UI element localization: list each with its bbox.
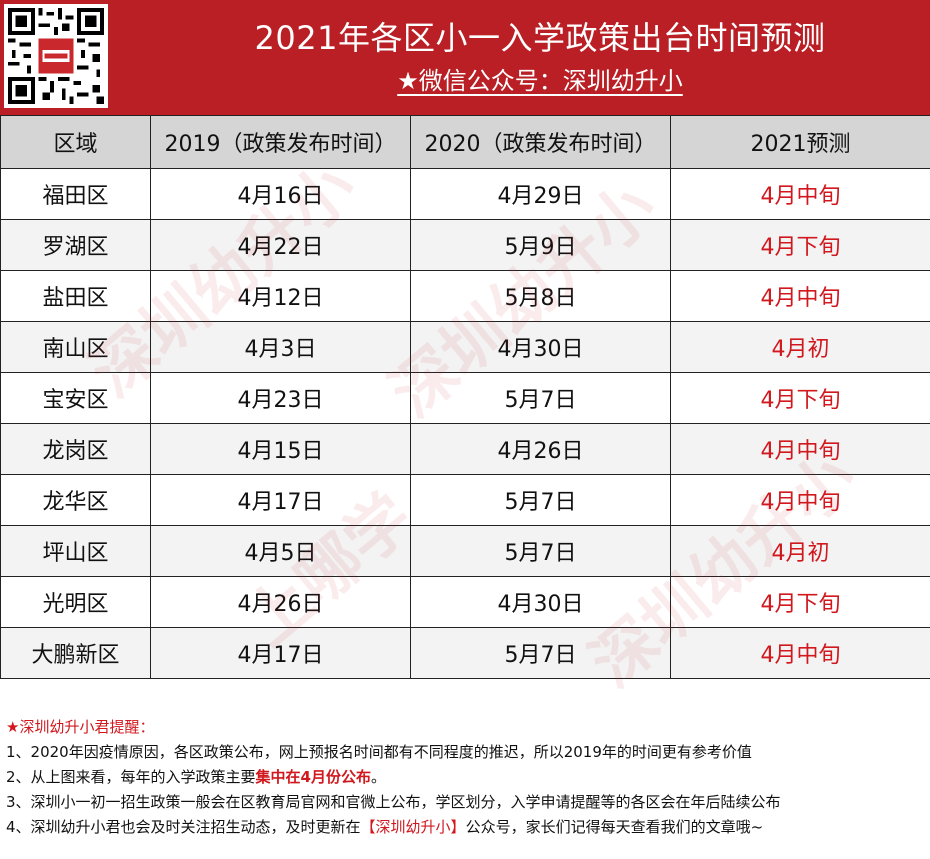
date-2019-cell: 4月17日 — [150, 627, 411, 679]
district-cell: 宝安区 — [0, 372, 151, 424]
date-2019-cell: 4月26日 — [150, 576, 411, 628]
note-line-4-highlight: 【深圳幼升小】 — [360, 818, 466, 836]
date-2019-cell: 4月22日 — [150, 219, 411, 271]
district-cell: 南山区 — [0, 321, 151, 373]
table-row: 罗湖区 4月22日 5月9日 4月下旬 — [0, 219, 930, 271]
note-line-4-text: 4、深圳幼升小君也会及时关注招生动态，及时更新在 — [6, 818, 361, 836]
note-line-1: 1、2020年因疫情原因，各区政策公布，网上预报名时间都有不同程度的推迟，所以2… — [6, 743, 752, 761]
notes-heading: ★深圳幼升小君提醒： — [6, 718, 155, 736]
district-cell: 福田区 — [0, 168, 151, 220]
prediction-2021-cell: 4月中旬 — [670, 474, 930, 526]
column-header-2019: 2019（政策发布时间） — [150, 115, 411, 169]
column-header-2020: 2020（政策发布时间） — [410, 115, 671, 169]
district-cell: 光明区 — [0, 576, 151, 628]
qr-code-icon — [8, 8, 104, 104]
note-line-3: 3、深圳小一初一招生政策一般会在区教育局官网和官微上公布，学区划分，入学申请提醒… — [6, 793, 781, 811]
date-2020-cell: 5月9日 — [410, 219, 671, 271]
table-row: 盐田区 4月12日 5月8日 4月中旬 — [0, 270, 930, 322]
district-cell: 龙岗区 — [0, 423, 151, 475]
note-line-2-highlight: 集中在4月份公布 — [255, 768, 371, 786]
reminder-notes: ★深圳幼升小君提醒： 1、2020年因疫情原因，各区政策公布，网上预报名时间都有… — [0, 715, 930, 840]
table-row: 福田区 4月16日 4月29日 4月中旬 — [0, 168, 930, 220]
table-row: 大鹏新区 4月17日 5月7日 4月中旬 — [0, 627, 930, 679]
date-2020-cell: 4月30日 — [410, 576, 671, 628]
date-2020-cell: 5月7日 — [410, 474, 671, 526]
district-cell: 坪山区 — [0, 525, 151, 577]
prediction-2021-cell: 4月初 — [670, 321, 930, 373]
prediction-2021-cell: 4月中旬 — [670, 168, 930, 220]
district-cell: 龙华区 — [0, 474, 151, 526]
date-2020-cell: 5月7日 — [410, 372, 671, 424]
note-line-2-end: 。 — [371, 768, 387, 786]
table-row: 南山区 4月3日 4月30日 4月初 — [0, 321, 930, 373]
qr-code — [4, 4, 108, 108]
column-header-district: 区域 — [0, 115, 151, 169]
prediction-2021-cell: 4月中旬 — [670, 270, 930, 322]
table-row: 坪山区 4月5日 5月7日 4月初 — [0, 525, 930, 577]
date-2020-cell: 4月26日 — [410, 423, 671, 475]
date-2019-cell: 4月15日 — [150, 423, 411, 475]
note-line-2: 2、从上图来看，每年的入学政策主要集中在4月份公布。 — [6, 765, 924, 790]
table-header-row: 区域 2019（政策发布时间） 2020（政策发布时间） 2021预测 — [0, 115, 930, 169]
prediction-2021-cell: 4月中旬 — [670, 423, 930, 475]
date-2020-cell: 5月7日 — [410, 525, 671, 577]
column-header-2021-prediction: 2021预测 — [670, 115, 930, 169]
note-line-4: 4、深圳幼升小君也会及时关注招生动态，及时更新在【深圳幼升小】公众号，家长们记得… — [6, 815, 924, 840]
date-2020-cell: 5月7日 — [410, 627, 671, 679]
table-row: 龙华区 4月17日 5月7日 4月中旬 — [0, 474, 930, 526]
prediction-2021-cell: 4月下旬 — [670, 576, 930, 628]
note-line-4-end: 公众号，家长们记得每天查看我们的文章哦~ — [465, 818, 764, 836]
prediction-2021-cell: 4月下旬 — [670, 219, 930, 271]
date-2019-cell: 4月3日 — [150, 321, 411, 373]
table-row: 龙岗区 4月15日 4月26日 4月中旬 — [0, 423, 930, 475]
prediction-2021-cell: 4月初 — [670, 525, 930, 577]
date-2019-cell: 4月5日 — [150, 525, 411, 577]
date-2019-cell: 4月12日 — [150, 270, 411, 322]
note-line-2-text: 2、从上图来看，每年的入学政策主要 — [6, 768, 256, 786]
page-header: 2021年各区小一入学政策出台时间预测 ★微信公众号：深圳幼升小 — [0, 0, 930, 115]
date-2019-cell: 4月23日 — [150, 372, 411, 424]
table-row: 光明区 4月26日 4月30日 4月下旬 — [0, 576, 930, 628]
district-cell: 盐田区 — [0, 270, 151, 322]
date-2019-cell: 4月16日 — [150, 168, 411, 220]
prediction-2021-cell: 4月下旬 — [670, 372, 930, 424]
page-subtitle: ★微信公众号：深圳幼升小 — [150, 66, 930, 96]
prediction-2021-cell: 4月中旬 — [670, 627, 930, 679]
subtitle-text: ★微信公众号：深圳幼升小 — [397, 67, 683, 95]
page-title: 2021年各区小一入学政策出台时间预测 — [254, 19, 826, 57]
policy-time-table: 区域 2019（政策发布时间） 2020（政策发布时间） 2021预测 福田区 … — [0, 115, 930, 679]
date-2020-cell: 4月29日 — [410, 168, 671, 220]
district-cell: 罗湖区 — [0, 219, 151, 271]
date-2020-cell: 4月30日 — [410, 321, 671, 373]
date-2020-cell: 5月8日 — [410, 270, 671, 322]
date-2019-cell: 4月17日 — [150, 474, 411, 526]
table-row: 宝安区 4月23日 5月7日 4月下旬 — [0, 372, 930, 424]
district-cell: 大鹏新区 — [0, 627, 151, 679]
